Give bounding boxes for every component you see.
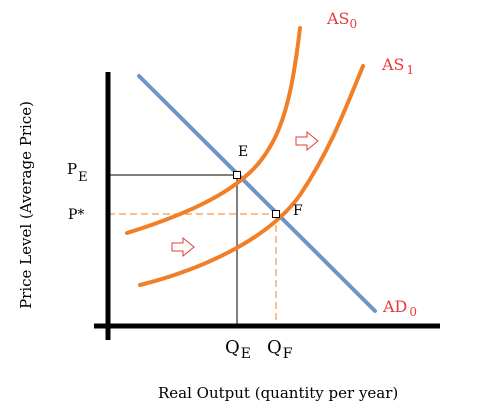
- ad0-label: AD 0: [382, 297, 417, 319]
- point-e-label: E: [238, 144, 248, 160]
- x-axis-title: Real Output (quantity per year): [158, 384, 398, 402]
- pe-label: PE: [67, 160, 88, 185]
- as1-label: AS 1: [381, 55, 414, 77]
- qf-label: QF: [267, 337, 293, 362]
- as0-label: AS0: [326, 9, 357, 31]
- qe-label: QE: [225, 337, 251, 362]
- y-axis-title: Price Level (Average Price): [17, 101, 35, 309]
- point-f-label: F: [293, 203, 303, 219]
- as1-curve: [138, 64, 365, 287]
- shift-arrow-right-upper: [295, 130, 319, 152]
- ad0-curve: [137, 74, 377, 313]
- shift-arrow-right-lower: [171, 236, 195, 258]
- as0-curve: [125, 26, 302, 235]
- point-f-marker: [272, 210, 280, 218]
- pstar-label: P*: [68, 207, 84, 223]
- point-e-marker: [233, 171, 241, 179]
